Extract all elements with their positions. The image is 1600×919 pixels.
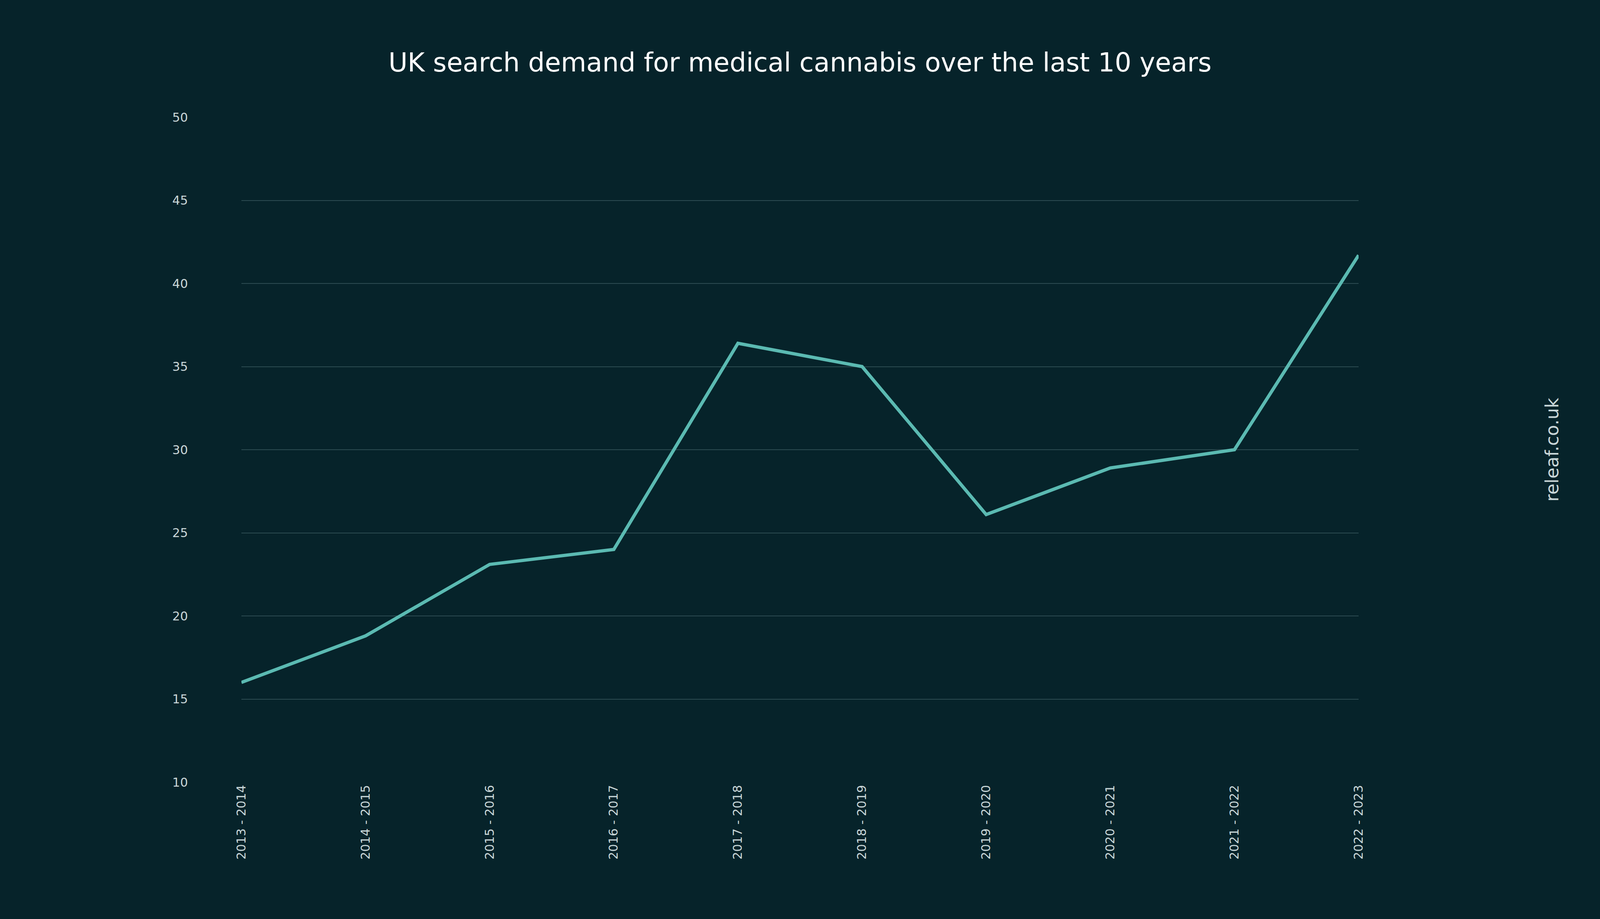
svg-text:10: 10 [172,775,188,790]
svg-text:2022 - 2023: 2022 - 2023 [1351,785,1366,860]
svg-text:2020 - 2021: 2020 - 2021 [1102,785,1118,860]
svg-text:15: 15 [172,691,188,707]
svg-text:2013 - 2014: 2013 - 2014 [234,785,249,860]
svg-text:2017 - 2018: 2017 - 2018 [730,785,745,860]
svg-text:2014 - 2015: 2014 - 2015 [358,785,373,860]
svg-text:releaf.co.uk: releaf.co.uk [1541,397,1563,502]
svg-text:2019 - 2020: 2019 - 2020 [978,785,994,860]
svg-text:20: 20 [172,609,188,624]
svg-text:2018 - 2019: 2018 - 2019 [854,785,869,860]
svg-text:2021 - 2022: 2021 - 2022 [1227,785,1242,860]
svg-text:45: 45 [172,193,188,208]
svg-text:30: 30 [172,442,188,458]
svg-text:UK search demand for medical c: UK search demand for medical cannabis ov… [388,47,1212,78]
svg-text:50: 50 [172,110,188,125]
svg-text:2016 - 2017: 2016 - 2017 [606,785,621,860]
svg-text:2015 - 2016: 2015 - 2016 [482,785,497,860]
svg-text:25: 25 [172,525,188,541]
svg-text:40: 40 [172,276,188,291]
svg-text:35: 35 [172,359,188,374]
